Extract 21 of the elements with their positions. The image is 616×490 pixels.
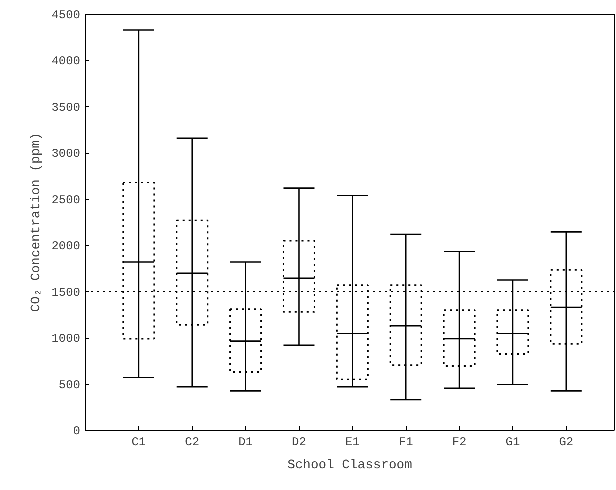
x-tick-label: G2 (559, 436, 574, 450)
y-tick-label: 500 (58, 378, 81, 392)
x-tick-label: F1 (398, 436, 414, 450)
y-tick-label: 1500 (52, 286, 81, 300)
x-tick-label: G1 (506, 436, 520, 450)
y-tick-label: 3000 (52, 147, 81, 162)
y-tick-label: 3500 (52, 100, 81, 115)
y-tick-label: 4500 (52, 8, 81, 22)
x-tick-label: D2 (292, 436, 306, 450)
y-tick-label: 2000 (52, 240, 81, 254)
y-tick-label: 1000 (52, 332, 81, 346)
y-tick-label: 4000 (52, 54, 81, 69)
x-tick-label: D1 (238, 436, 254, 450)
x-axis-title: School Classroom (288, 458, 413, 472)
x-tick-label: E1 (345, 436, 360, 450)
x-tick-label: F2 (452, 436, 467, 450)
y-axis-title: CO₂ Concentration (ppm) (28, 132, 44, 312)
y-tick-label: 0 (73, 424, 80, 438)
x-tick-label: C1 (132, 436, 146, 450)
x-tick-label: C2 (185, 436, 200, 450)
y-tick-label: 2500 (52, 193, 81, 208)
